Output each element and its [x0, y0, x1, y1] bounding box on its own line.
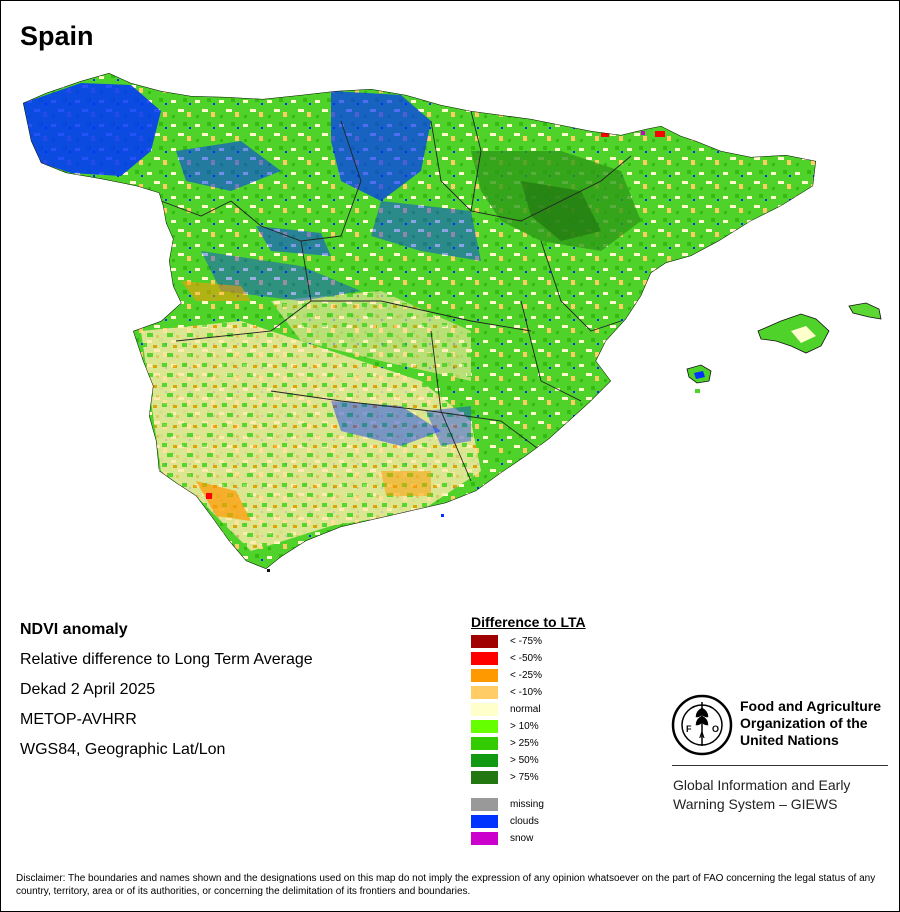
svg-text:O: O [712, 724, 719, 734]
balearic-islands [686, 302, 882, 393]
legend-label: normal [510, 704, 541, 715]
legend-swatch [471, 832, 498, 845]
svg-text:A: A [699, 731, 705, 740]
legend-label: > 75% [510, 772, 539, 783]
fao-logo: F O A [671, 694, 733, 756]
legend-swatch [471, 635, 498, 648]
giews-line1: Global Information and Early [673, 777, 851, 793]
legend-label: > 50% [510, 755, 539, 766]
legend-swatch [471, 652, 498, 665]
legend-label: > 25% [510, 738, 539, 749]
legend-swatch [471, 720, 498, 733]
legend-label: < -50% [510, 653, 542, 664]
product-sensor: METOP-AVHRR [20, 711, 137, 728]
legend-title: Difference to LTA [471, 614, 586, 630]
ndvi-anomaly-map [23, 73, 882, 572]
divider [672, 765, 888, 766]
legend-label: missing [510, 799, 544, 810]
legend-label: snow [510, 833, 534, 844]
product-projection: WGS84, Geographic Lat/Lon [20, 741, 226, 758]
legend-swatch [471, 754, 498, 767]
product-description: Relative difference to Long Term Average [20, 651, 313, 668]
legend-swatch [471, 686, 498, 699]
legend-label: < -25% [510, 670, 542, 681]
legend-swatch [471, 771, 498, 784]
fao-name-line2: Organization of the [740, 715, 868, 731]
legend-label: < -75% [510, 636, 542, 647]
legend-swatch [471, 815, 498, 828]
fao-name-line1: Food and Agriculture [740, 698, 882, 714]
map-title: Spain [20, 21, 94, 51]
legend-swatch [471, 703, 498, 716]
legend-swatch [471, 798, 498, 811]
legend-label: > 10% [510, 721, 539, 732]
legend-label: < -10% [510, 687, 542, 698]
product-name: NDVI anomaly [20, 621, 128, 638]
legend-swatch [471, 737, 498, 750]
disclaimer: Disclaimer: The boundaries and names sho… [16, 873, 876, 897]
giews-line2: Warning System – GIEWS [673, 796, 838, 812]
svg-text:F: F [686, 724, 692, 734]
product-period: Dekad 2 April 2025 [20, 681, 156, 698]
fao-organization-name: Food and Agriculture Organization of the… [740, 698, 881, 749]
legend-label: clouds [510, 816, 539, 827]
giews-system-name: Global Information and Early Warning Sys… [673, 776, 850, 814]
fao-name-line3: United Nations [740, 732, 839, 748]
legend-swatch [471, 669, 498, 682]
